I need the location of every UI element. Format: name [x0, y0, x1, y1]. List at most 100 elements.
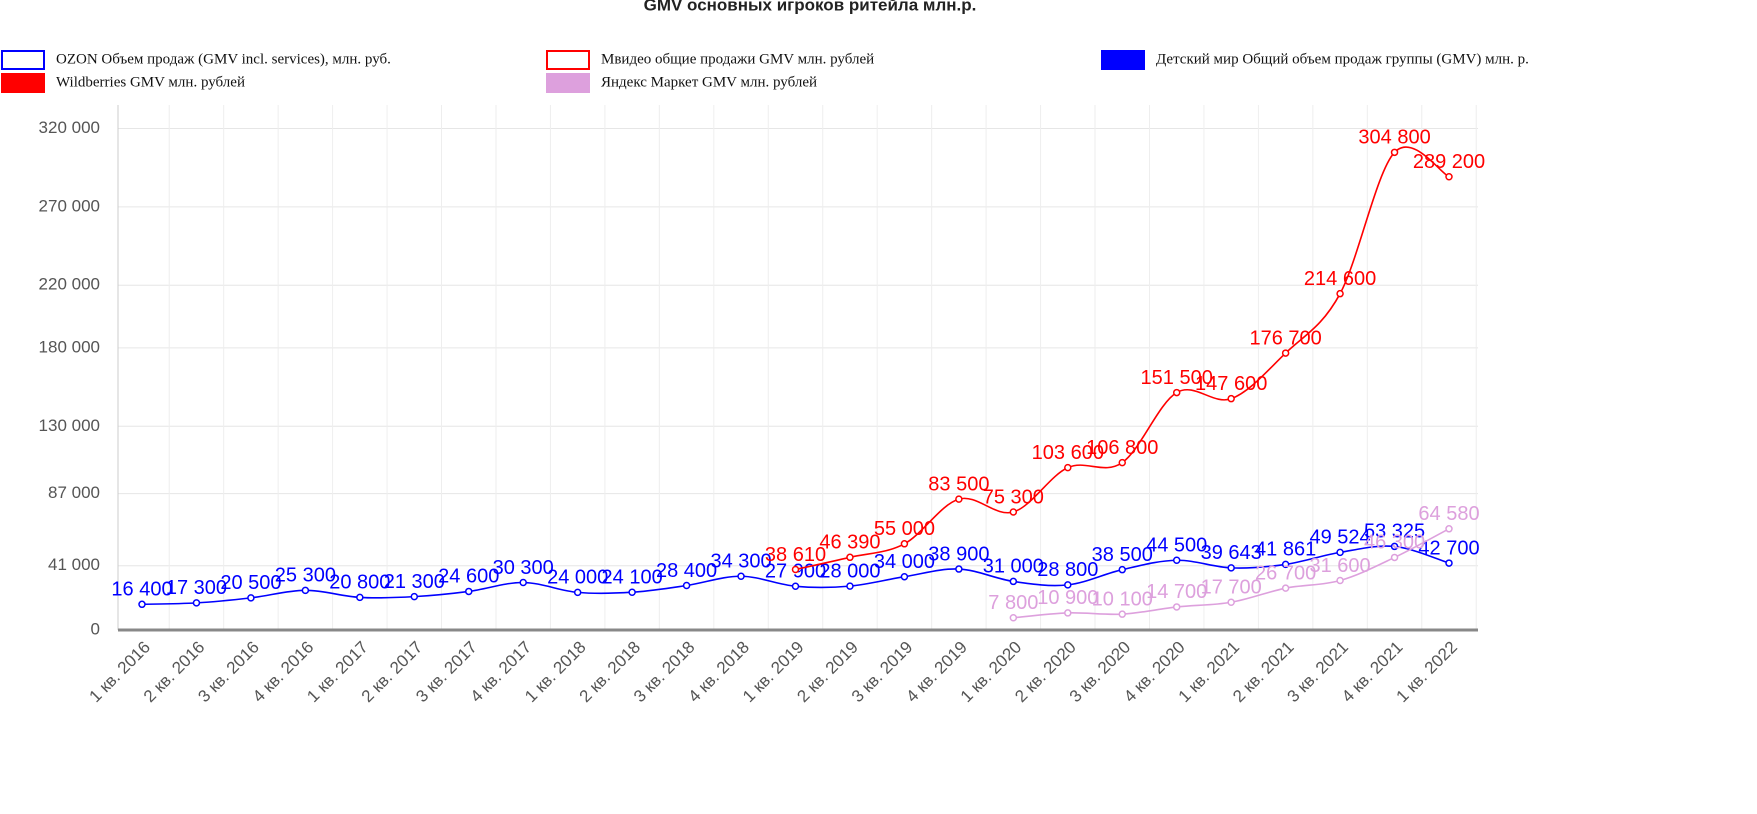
data-point	[1064, 581, 1072, 589]
data-point	[1009, 614, 1018, 622]
data-point	[737, 572, 745, 580]
data-point	[1445, 525, 1453, 533]
data-label: 83 500	[928, 473, 989, 495]
data-label: 151 500	[1141, 367, 1213, 389]
data-point	[573, 588, 582, 597]
legend-swatch	[1, 73, 45, 93]
legend-swatch	[1101, 50, 1145, 70]
data-point	[1172, 603, 1181, 611]
data-label: 21 300	[384, 571, 445, 593]
data-label: 55 000	[874, 518, 935, 540]
data-point	[1227, 564, 1235, 572]
data-label: 38 900	[928, 543, 989, 565]
data-point	[1281, 560, 1290, 569]
data-label: 24 600	[438, 566, 499, 588]
legend-label: OZON Объем продаж (GMV incl. services), …	[56, 51, 391, 67]
y-tick-label: 180 000	[39, 337, 100, 356]
data-point	[846, 553, 854, 562]
y-tick-label: 87 000	[48, 483, 100, 502]
data-point	[301, 586, 310, 595]
data-label: 17 700	[1201, 577, 1262, 599]
data-label: 16 400	[111, 579, 172, 601]
data-point	[682, 581, 691, 590]
data-point	[791, 565, 800, 574]
data-point	[900, 540, 909, 548]
data-label: 304 800	[1358, 127, 1430, 149]
data-point	[192, 599, 201, 607]
data-label: 49 524	[1309, 527, 1370, 549]
data-point	[1118, 565, 1126, 574]
data-point	[1445, 559, 1453, 567]
y-tick-label: 270 000	[39, 196, 100, 215]
data-label: 30 300	[493, 557, 554, 579]
y-tick-label: 220 000	[39, 275, 100, 294]
data-label: 46 390	[819, 532, 880, 554]
data-point	[1064, 609, 1072, 617]
data-label: 17 300	[166, 577, 227, 599]
y-tick-label: 0	[91, 619, 100, 638]
data-label: 14 700	[1146, 581, 1207, 603]
data-label: 24 000	[547, 567, 608, 589]
legend-label: Мвидео общие продажи GMV млн. рублей	[601, 51, 874, 67]
legend-label: Wildberries GMV млн. рублей	[56, 74, 245, 90]
data-point	[1064, 463, 1072, 472]
data-point	[1172, 388, 1181, 397]
data-point	[138, 600, 146, 609]
data-point	[1172, 556, 1181, 565]
data-label: 289 200	[1413, 151, 1485, 173]
data-label: 214 600	[1304, 268, 1376, 290]
data-point	[1445, 173, 1453, 181]
data-point	[1227, 394, 1235, 403]
data-point	[791, 582, 800, 591]
y-tick-label: 130 000	[39, 416, 100, 435]
data-label: 34 000	[874, 551, 935, 573]
data-label: 28 400	[656, 560, 717, 582]
data-point	[465, 587, 473, 596]
data-label: 28 000	[819, 560, 880, 582]
data-label: 106 800	[1086, 437, 1158, 459]
data-point	[1118, 610, 1126, 618]
data-label: 75 300	[983, 486, 1044, 508]
data-point	[1281, 349, 1290, 357]
data-point	[1009, 508, 1018, 516]
data-point	[846, 582, 854, 590]
data-label: 53 325	[1364, 521, 1425, 543]
data-point	[900, 572, 909, 581]
data-label: 28 800	[1037, 559, 1098, 581]
data-point	[1336, 289, 1344, 298]
data-point	[247, 594, 255, 602]
series-line	[795, 146, 1450, 571]
data-label: 147 600	[1195, 373, 1267, 395]
legend-swatch	[1, 50, 45, 70]
data-label: 26 700	[1255, 562, 1316, 584]
data-point	[1390, 148, 1399, 157]
y-tick-label: 320 000	[39, 118, 100, 137]
data-label: 7 800	[988, 592, 1038, 614]
chart-title: GMV основных игроков ритейла млн.р.	[644, 0, 977, 14]
data-label: 34 300	[710, 551, 771, 573]
data-label: 44 500	[1146, 535, 1207, 557]
data-point	[1009, 577, 1018, 586]
data-label: 176 700	[1249, 327, 1321, 349]
data-point	[628, 588, 636, 596]
data-label: 38 500	[1092, 544, 1153, 566]
data-label: 24 100	[602, 567, 663, 589]
data-point	[1336, 576, 1344, 585]
legend-swatch	[546, 73, 590, 93]
data-point	[1227, 598, 1235, 607]
data-label: 31 600	[1309, 555, 1370, 577]
legend-label: Детский мир Общий объем продаж группы (G…	[1156, 51, 1529, 67]
y-tick-label: 41 000	[48, 555, 100, 574]
data-label: 10 900	[1037, 587, 1098, 609]
legend-label: Яндекс Маркет GMV млн. рублей	[601, 74, 817, 90]
data-point	[356, 593, 364, 602]
data-label: 103 600	[1032, 442, 1104, 464]
data-label: 20 800	[329, 572, 390, 594]
data-label: 20 500	[220, 572, 281, 594]
data-label: 42 700	[1418, 537, 1479, 559]
data-point	[519, 578, 527, 587]
legend-swatch	[546, 50, 590, 70]
data-point	[1281, 584, 1290, 592]
